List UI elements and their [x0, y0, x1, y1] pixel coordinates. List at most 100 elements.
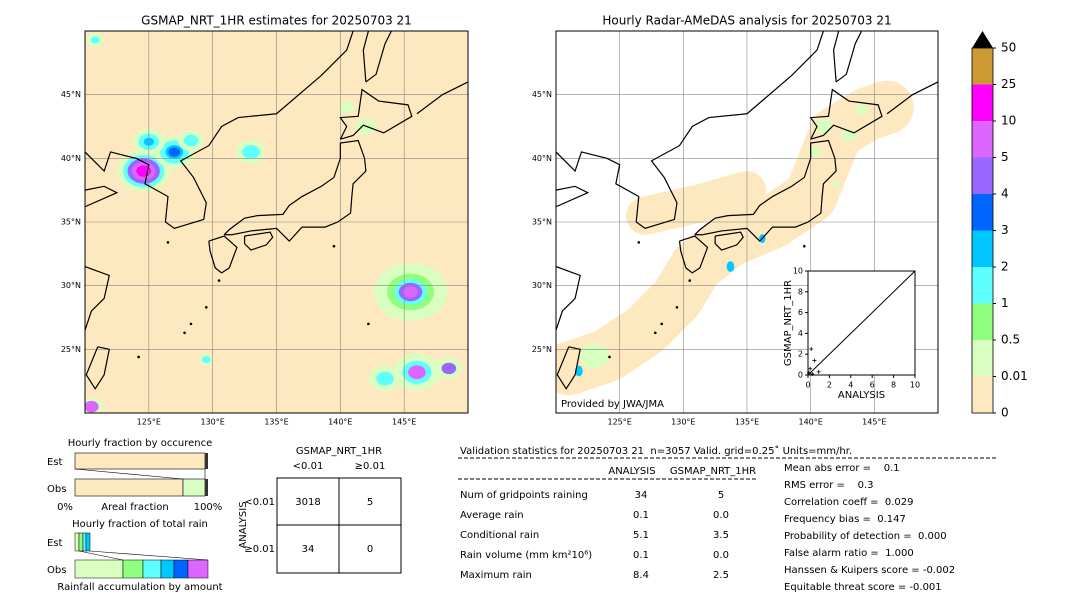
- axis-label: 100%: [194, 502, 223, 513]
- scatter-point: [807, 370, 812, 375]
- axis-label: Areal fraction: [101, 502, 168, 513]
- colorbar-segment: [972, 340, 993, 377]
- rain-area: [90, 36, 100, 44]
- islet: [654, 331, 657, 335]
- table-divider: [277, 478, 401, 573]
- map-frame: [84, 30, 469, 414]
- y-tick-label: 8: [798, 287, 803, 296]
- x-tick-label: 4: [848, 381, 853, 390]
- bar: [74, 478, 184, 497]
- islet: [660, 322, 663, 326]
- score: Hanssen & Kuipers score = -0.002: [784, 565, 955, 576]
- rain-area: [168, 147, 181, 157]
- bar: [85, 532, 91, 552]
- credit: Provided by JWA/JMA: [561, 399, 664, 410]
- colorbar-label: 4: [1001, 187, 1009, 201]
- map-title: GSMAP_NRT_1HR estimates for 20250703 21: [141, 14, 412, 28]
- islet: [367, 322, 370, 326]
- coastline: [832, 31, 840, 82]
- col-label: GSMAP_NRT_1HR: [670, 466, 756, 477]
- bar: [74, 559, 124, 579]
- colorbar-segment: [972, 121, 993, 158]
- colorbar-segment: [972, 267, 993, 304]
- x-tick-label: 2: [827, 381, 832, 390]
- coastline: [416, 81, 468, 115]
- y-tick-label: 40°N: [532, 154, 552, 163]
- stat-value: 0.0: [713, 510, 729, 521]
- table-title: GSMAP_NRT_1HR: [296, 446, 382, 457]
- islet: [204, 306, 208, 309]
- rain-area: [832, 180, 840, 187]
- colorbar-label: 0.5: [1001, 333, 1020, 347]
- axis-label: Rainfall accumulation by amount: [57, 582, 222, 593]
- score: Equitable threat score = -0.001: [784, 582, 942, 593]
- coastline: [339, 88, 413, 140]
- map-frame: [555, 30, 939, 414]
- y-tick-label: 6: [798, 308, 803, 317]
- connector: [74, 468, 206, 480]
- row-label: Obs: [47, 484, 66, 495]
- row-label: Est: [47, 457, 63, 468]
- y-tick-label: 10: [793, 267, 803, 276]
- y-axis-label: GSMAP_NRT_1HR: [783, 280, 794, 366]
- bar: [78, 532, 84, 552]
- bar: [205, 479, 208, 496]
- coastline: [678, 235, 709, 274]
- stat-value: 5: [718, 490, 724, 501]
- bar: [82, 532, 87, 552]
- rain-area: [85, 400, 99, 413]
- y-tick-label: 4: [798, 329, 803, 338]
- x-tick-label: 6: [870, 381, 875, 390]
- bar: [74, 452, 206, 470]
- stat-label: Average rain: [460, 510, 524, 521]
- colorbar-label: 3: [1001, 223, 1009, 237]
- x-tick-label: 135°E: [735, 418, 759, 427]
- scatter-point: [809, 347, 814, 351]
- stat-label: Conditional rain: [460, 530, 539, 541]
- coastline: [556, 31, 824, 230]
- y-tick-label: 2: [798, 350, 803, 359]
- stat-value: 2.5: [713, 570, 729, 581]
- row-title: ANALYSIS: [238, 501, 249, 548]
- map-area: [85, 31, 468, 413]
- rain-area: [855, 104, 868, 116]
- islet: [183, 331, 186, 335]
- bar: [187, 559, 209, 579]
- stat-value: 0.1: [633, 550, 649, 561]
- panel-title: Hourly fraction of total rain: [72, 519, 208, 530]
- score: Correlation coeff = 0.029: [784, 497, 914, 508]
- y-tick-label: 35°N: [532, 218, 552, 227]
- x-tick-label: 8: [891, 381, 896, 390]
- rain-area: [339, 101, 355, 114]
- rain-area: [403, 286, 418, 298]
- scatter-point: [816, 369, 821, 374]
- row-label: Est: [47, 538, 63, 549]
- coastline: [85, 185, 119, 208]
- rain-area: [441, 362, 457, 375]
- bar: [173, 559, 189, 579]
- rain-area: [201, 356, 211, 363]
- rain-area: [408, 365, 426, 380]
- coastline: [365, 31, 392, 83]
- islet: [189, 322, 193, 326]
- coastline: [208, 235, 238, 274]
- colorbar-segment: [972, 84, 993, 121]
- colorbar-label: 1: [1001, 296, 1009, 310]
- islet: [217, 279, 221, 282]
- diagonal: [807, 270, 916, 376]
- coastline: [556, 185, 590, 208]
- bar: [122, 559, 144, 579]
- coastline: [85, 31, 354, 230]
- colorbar-label: 5: [1001, 150, 1009, 164]
- score: Probability of detection = 0.000: [784, 531, 947, 542]
- rain-area: [578, 343, 610, 368]
- islet: [332, 244, 336, 248]
- islet: [803, 244, 806, 248]
- islet: [166, 241, 170, 244]
- colorbar-segment: [972, 157, 993, 194]
- coastline: [714, 231, 744, 251]
- x-tick-label: 130°E: [201, 418, 225, 427]
- rain-area: [808, 146, 821, 158]
- table-cell: 3018: [295, 497, 320, 508]
